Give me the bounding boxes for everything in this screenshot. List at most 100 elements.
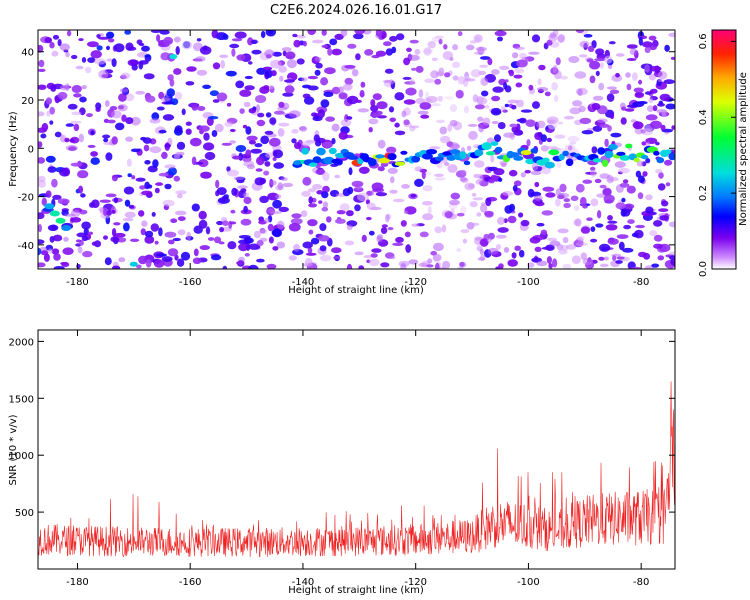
spectrogram-cell [488, 178, 495, 184]
spectrogram-cell [569, 141, 577, 145]
spectrogram-cell [245, 126, 252, 135]
spectrogram-cell [655, 169, 663, 174]
spectrogram-cell [384, 68, 394, 74]
spectrogram-cell [53, 266, 65, 269]
spectrogram-cell [87, 231, 94, 235]
spectrogram-cell [605, 224, 618, 231]
spectrogram-cell [168, 167, 177, 176]
spectrogram-cell [78, 185, 84, 194]
spectrogram-cell [154, 187, 160, 194]
spectrogram-cell [595, 223, 604, 228]
spectrogram-cell [244, 85, 255, 91]
spot-cell [169, 54, 178, 60]
band-cell [481, 142, 492, 151]
spectrogram-cell [396, 33, 405, 41]
spectrogram-cell [172, 237, 181, 242]
spectrogram-cell [125, 117, 134, 125]
spectrogram-cell [649, 230, 658, 237]
spectrogram-cell [214, 123, 224, 133]
spectrogram-cell [138, 210, 145, 217]
spectrogram-cell [290, 218, 303, 225]
spectrogram-cell [607, 220, 618, 224]
spectrogram-cell [270, 70, 277, 77]
spectrogram-cell [427, 258, 433, 264]
spectrogram-cell [557, 121, 564, 125]
spectrogram-cell [653, 220, 663, 227]
spectrogram-cell [534, 181, 540, 188]
spectrogram-cell [473, 34, 483, 43]
spectrogram-cell [431, 103, 441, 107]
spectrogram-cell [504, 103, 510, 108]
spectrogram-cell [449, 199, 460, 206]
spectrogram-cell [324, 67, 336, 75]
spectrogram-cell [301, 141, 311, 147]
spectrogram-cell [138, 60, 149, 65]
spectrogram-cell [38, 157, 46, 164]
spectrogram-cell [239, 89, 252, 97]
spectrogram-cell [191, 203, 200, 212]
spectrogram-cell [278, 122, 290, 127]
spectrogram-cell [149, 118, 161, 124]
spectrogram-cell [292, 33, 298, 38]
spectrogram-cell [363, 255, 373, 259]
spectrogram-cell [497, 227, 509, 233]
spectrogram-cell [260, 135, 270, 145]
spectrogram-cell [562, 263, 572, 269]
spectrogram-cell [497, 177, 503, 182]
band-cell [530, 148, 538, 154]
spectrogram-cell [590, 166, 596, 171]
spectrogram-cell [366, 216, 372, 221]
spectrogram-cell [537, 78, 542, 86]
spectrogram-cell [307, 30, 316, 36]
spectrogram-cell [559, 183, 567, 193]
spectrogram-cell [271, 228, 281, 237]
spectrogram-cell [520, 109, 533, 113]
spectrogram-cell [401, 184, 410, 189]
spectrogram-cell [215, 179, 220, 189]
spectrogram-cell [590, 226, 596, 232]
spectrogram-cell [130, 148, 141, 153]
spectrogram-cell [604, 138, 609, 148]
spectrogram-cell [661, 109, 667, 118]
spectrogram-cell [257, 112, 265, 118]
spectrogram-cell [270, 210, 283, 215]
spectrogram-cell [177, 229, 186, 236]
spectrogram-cell [586, 58, 594, 63]
spectrogram-cell [156, 106, 165, 111]
band-cell [542, 157, 550, 164]
x-tick-label: -100 [517, 577, 540, 588]
spectrogram-cell [198, 210, 207, 220]
spectrogram-cell [38, 111, 45, 117]
spectrogram-cell [286, 55, 293, 59]
spectrogram-cell [77, 246, 83, 254]
spectrogram-cell [96, 45, 103, 51]
spectrogram-cell [243, 192, 250, 198]
spectrogram-cell [166, 88, 175, 97]
spectrogram-cell [650, 120, 662, 129]
spectrogram-cell [467, 123, 478, 127]
spectrogram-cell [351, 69, 359, 77]
spectrogram-cell [221, 195, 226, 203]
spectrogram-cell [375, 30, 383, 38]
spectrogram-cell [127, 173, 132, 178]
spectrogram-cell [150, 223, 159, 232]
spectrogram-cell [174, 152, 180, 160]
spectrogram-cell [370, 105, 379, 112]
spectrogram-cell [663, 79, 675, 85]
band-cell [312, 156, 322, 164]
band-cell [400, 150, 408, 155]
spectrogram-cell [264, 161, 271, 167]
spectrogram-cell [555, 57, 561, 66]
spectrogram-cell [627, 219, 635, 225]
spectrogram-cell [611, 253, 622, 257]
spectrogram-cell [621, 197, 626, 203]
band-cell [316, 147, 326, 156]
spectrogram-cell [515, 82, 523, 88]
spectrogram-cell [381, 224, 388, 228]
spectrogram-cell [141, 220, 148, 227]
spectrogram-cell [153, 259, 165, 268]
band-cell [323, 156, 335, 165]
streak-cell [61, 225, 72, 231]
snr-frame [37, 329, 676, 570]
spectrogram-cell [229, 140, 237, 144]
